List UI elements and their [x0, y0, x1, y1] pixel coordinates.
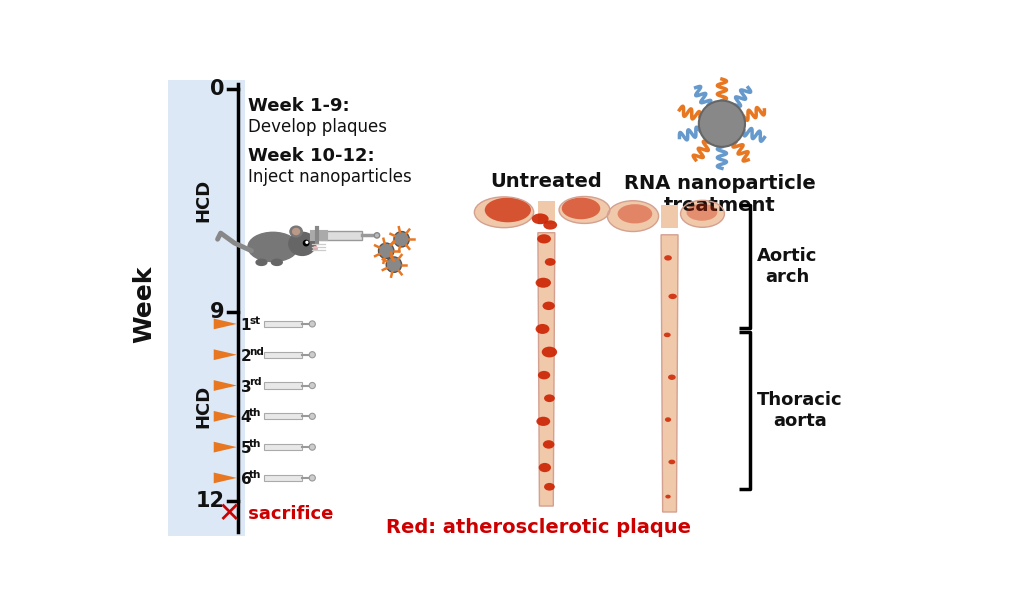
Ellipse shape	[668, 375, 676, 380]
Circle shape	[374, 233, 380, 238]
FancyBboxPatch shape	[264, 475, 302, 481]
Ellipse shape	[665, 418, 671, 422]
FancyBboxPatch shape	[264, 321, 302, 327]
FancyBboxPatch shape	[264, 352, 302, 358]
Text: Untreated: Untreated	[490, 172, 602, 191]
Text: 5: 5	[241, 441, 251, 456]
Polygon shape	[538, 233, 555, 506]
Ellipse shape	[664, 333, 671, 337]
Circle shape	[698, 101, 745, 147]
FancyBboxPatch shape	[264, 413, 302, 419]
Text: Aortic
arch: Aortic arch	[758, 247, 818, 286]
Text: 1: 1	[241, 318, 251, 333]
Ellipse shape	[607, 201, 658, 231]
Text: HCD: HCD	[194, 179, 212, 222]
Ellipse shape	[484, 198, 531, 222]
Bar	[168, 80, 245, 535]
Text: Thoracic
aorta: Thoracic aorta	[758, 391, 843, 430]
Ellipse shape	[559, 196, 610, 223]
Bar	[538, 201, 555, 224]
Ellipse shape	[544, 483, 555, 491]
Text: 12: 12	[196, 491, 224, 511]
Polygon shape	[662, 235, 678, 512]
Circle shape	[309, 352, 315, 358]
Ellipse shape	[536, 278, 551, 288]
Circle shape	[379, 243, 394, 258]
Circle shape	[394, 231, 410, 247]
Polygon shape	[214, 319, 237, 329]
Circle shape	[303, 241, 309, 246]
Polygon shape	[214, 411, 237, 422]
Circle shape	[386, 257, 401, 273]
Text: Week: Week	[132, 266, 157, 343]
Text: rd: rd	[249, 378, 262, 387]
Text: Develop plaques: Develop plaques	[248, 119, 387, 136]
Ellipse shape	[536, 324, 550, 334]
Ellipse shape	[686, 204, 717, 221]
Text: th: th	[249, 408, 261, 418]
Circle shape	[309, 475, 315, 481]
Circle shape	[313, 247, 317, 251]
Polygon shape	[214, 473, 237, 483]
Text: RNA nanoparticle
treatment: RNA nanoparticle treatment	[624, 174, 815, 215]
Ellipse shape	[542, 347, 557, 357]
Polygon shape	[214, 380, 237, 391]
Circle shape	[306, 241, 308, 243]
Ellipse shape	[271, 259, 283, 265]
FancyBboxPatch shape	[264, 383, 302, 389]
Text: Week 1-9:: Week 1-9:	[248, 97, 349, 115]
Circle shape	[309, 413, 315, 419]
Ellipse shape	[537, 417, 550, 426]
Ellipse shape	[256, 259, 267, 265]
Circle shape	[309, 321, 315, 327]
Ellipse shape	[562, 198, 600, 219]
Text: Inject nanoparticles: Inject nanoparticles	[248, 168, 412, 187]
Ellipse shape	[666, 495, 671, 499]
Text: nd: nd	[249, 347, 264, 357]
Text: HCD: HCD	[194, 385, 212, 429]
Ellipse shape	[669, 293, 677, 299]
Text: sacrifice: sacrifice	[243, 505, 334, 523]
Circle shape	[309, 383, 315, 389]
Text: 9: 9	[210, 302, 224, 322]
Text: 0: 0	[210, 79, 224, 99]
Ellipse shape	[293, 228, 300, 235]
Ellipse shape	[289, 232, 315, 255]
Text: 2: 2	[241, 349, 252, 363]
Ellipse shape	[669, 460, 676, 464]
Text: Red: atherosclerotic plaque: Red: atherosclerotic plaque	[386, 518, 691, 537]
Ellipse shape	[290, 226, 302, 237]
FancyBboxPatch shape	[264, 444, 302, 450]
Ellipse shape	[474, 197, 534, 228]
Ellipse shape	[544, 394, 555, 402]
Ellipse shape	[538, 234, 551, 244]
Bar	[662, 204, 678, 228]
Text: ✕: ✕	[217, 500, 241, 528]
Text: th: th	[249, 470, 261, 480]
Ellipse shape	[538, 371, 550, 379]
Polygon shape	[214, 441, 237, 453]
Circle shape	[309, 444, 315, 450]
Ellipse shape	[545, 258, 556, 266]
Text: 3: 3	[241, 379, 251, 395]
Ellipse shape	[617, 204, 652, 223]
Text: st: st	[249, 316, 260, 326]
FancyBboxPatch shape	[319, 231, 361, 240]
Ellipse shape	[543, 440, 554, 449]
Ellipse shape	[539, 463, 551, 472]
Text: 6: 6	[241, 472, 252, 487]
Ellipse shape	[665, 255, 672, 260]
Ellipse shape	[544, 220, 557, 230]
Ellipse shape	[531, 214, 549, 224]
Polygon shape	[214, 349, 237, 360]
Ellipse shape	[543, 301, 555, 310]
Ellipse shape	[681, 200, 724, 227]
Text: 4: 4	[241, 410, 251, 426]
Text: Week 10-12:: Week 10-12:	[248, 147, 374, 165]
Ellipse shape	[248, 232, 298, 262]
Text: th: th	[249, 439, 261, 449]
